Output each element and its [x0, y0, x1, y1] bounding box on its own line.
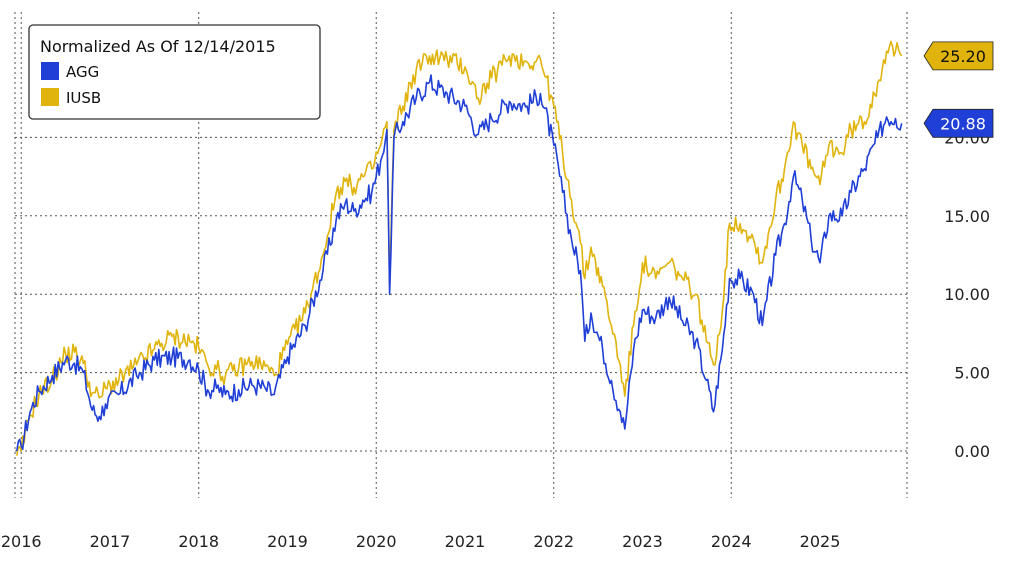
last-value-tag-shape: [923, 41, 994, 71]
last-value-tag-shape: [923, 108, 994, 138]
last-value-tag-agg: 20.88: [923, 108, 994, 138]
grid: [14, 12, 908, 498]
x-tick-label: 2019: [267, 532, 308, 551]
x-tick-label: 2023: [622, 532, 663, 551]
x-tick-label: 2016: [1, 532, 42, 551]
last-value-tag-iusb: 25.20: [923, 41, 994, 71]
legend-label-iusb: IUSB: [66, 89, 101, 107]
series-line-agg: [16, 74, 903, 452]
legend: Normalized As Of 12/14/2015 AGG IUSB: [28, 24, 321, 120]
x-tick-label: 2022: [533, 532, 574, 551]
last-value-tags: 20.88 25.20: [923, 41, 994, 138]
series-layer: [16, 40, 903, 456]
x-axis-ticks: 2016 2017 2018 2019 2020 2021 2022 2023 2024 2025: [1, 532, 841, 551]
x-tick-label: 2025: [800, 532, 841, 551]
y-tick-label: 5.00: [954, 364, 990, 383]
y-tick-label: 15.00: [944, 207, 990, 226]
legend-swatch-iusb: [41, 88, 59, 106]
legend-swatch-agg: [41, 62, 59, 80]
last-value-tag-label: 20.88: [940, 114, 986, 133]
legend-title: Normalized As Of 12/14/2015: [40, 37, 276, 56]
y-tick-label: 0.00: [954, 442, 990, 461]
series-line-iusb: [16, 40, 903, 456]
x-tick-label: 2024: [711, 532, 752, 551]
legend-label-agg: AGG: [66, 63, 99, 81]
x-tick-label: 2020: [356, 532, 397, 551]
last-value-tag-label: 25.20: [940, 47, 986, 66]
x-tick-label: 2021: [445, 532, 486, 551]
x-tick-label: 2017: [90, 532, 131, 551]
legend-box: [28, 24, 321, 120]
y-tick-label: 10.00: [944, 285, 990, 304]
x-tick-label: 2018: [178, 532, 219, 551]
